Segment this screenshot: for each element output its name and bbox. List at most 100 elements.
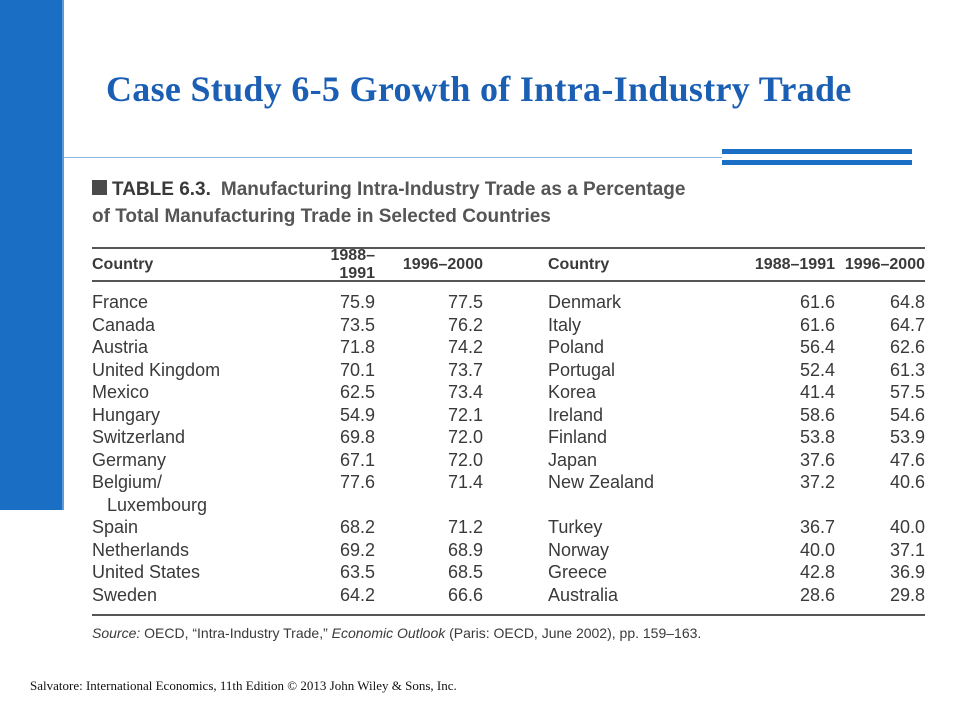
table-header-row: Country 1988–1991 1996–2000 Country 1988… (92, 246, 925, 282)
column-header: 1996–2000 (402, 255, 483, 273)
table-cell: Germany (92, 449, 167, 470)
table-cell: 73.7 (447, 359, 483, 380)
table-cell: 64.2 (339, 584, 375, 605)
table-cell: Portugal (548, 359, 616, 380)
table-cell: Netherlands (92, 539, 190, 560)
table-row: Netherlands 69.2 68.9 Norway 40.0 37.1 (92, 539, 925, 562)
table-row: Mexico 62.5 73.4 Korea 41.4 57.5 (92, 381, 925, 404)
table-cell: 71.2 (447, 517, 483, 537)
table-cell: Norway (548, 539, 610, 560)
table-cell: 41.4 (799, 382, 835, 402)
table-cell: 40.0 (799, 539, 835, 560)
source-part2: (Paris: OECD, June 2002), pp. 159–163. (445, 625, 702, 641)
slide-footer: Salvatore: International Economics, 11th… (30, 678, 457, 693)
table-cell: 54.6 (889, 404, 925, 425)
slide-title: Case Study 6-5 Growth of Intra-Industry … (106, 69, 852, 109)
table-cell: 63.5 (339, 562, 375, 582)
table-cell: 69.2 (339, 539, 375, 560)
table-source-note: Source: OECD, “Intra-Industry Trade,” Ec… (92, 625, 925, 641)
table-cell: 72.0 (447, 427, 483, 447)
table-cell: 53.9 (889, 427, 925, 447)
table-row: Switzerland 69.8 72.0 Finland 53.8 53.9 (92, 426, 925, 449)
table-cell: 57.5 (889, 382, 925, 402)
table-cell: 54.9 (339, 404, 375, 425)
column-header: Country (92, 255, 154, 273)
table-cell: 61.6 (799, 292, 835, 312)
table-row: Austria 71.8 74.2 Poland 56.4 62.6 (92, 336, 925, 359)
table-title-line1: Manufacturing Intra-Industry Trade as a … (220, 179, 686, 200)
table-cell: 70.1 (339, 359, 375, 380)
table-cell: 64.7 (889, 314, 925, 335)
table-cell (375, 494, 483, 517)
table-cell: 28.6 (799, 584, 835, 605)
source-part1: OECD, “Intra-Industry Trade,” (140, 625, 332, 641)
table-cell: 40.6 (889, 472, 925, 492)
source-prefix: Source: (92, 625, 141, 641)
table-cell: 66.6 (447, 584, 483, 605)
table-bottom-rule (92, 614, 925, 616)
table-cell: 62.5 (339, 382, 375, 402)
column-header: 1996–2000 (844, 255, 925, 273)
table-cell: 75.9 (339, 292, 375, 312)
table-cell: Finland (548, 427, 608, 447)
table-cell: United States (92, 562, 201, 582)
table-cell: 37.6 (799, 449, 835, 470)
accent-stripe-top (722, 149, 912, 154)
table-cell: 68.9 (447, 539, 483, 560)
table-cell: 71.8 (339, 337, 375, 357)
table-cell: Denmark (548, 292, 622, 312)
table-label: TABLE 6.3. (112, 179, 211, 200)
table-row: United States 63.5 68.5 Greece 42.8 36.9 (92, 561, 925, 584)
table-cell: Ireland (548, 404, 604, 425)
table-cell: 61.6 (799, 314, 835, 335)
table-cell: United Kingdom (92, 359, 221, 380)
table-row: France 75.9 77.5 Denmark 61.6 64.8 (92, 291, 925, 314)
table-row: Sweden 64.2 66.6 Australia 28.6 29.8 (92, 584, 925, 607)
table-cell: 67.1 (339, 449, 375, 470)
column-header: Country (548, 255, 610, 273)
table-cell: 68.5 (447, 562, 483, 582)
table-row: Canada 73.5 76.2 Italy 61.6 64.7 (92, 314, 925, 337)
table-cell: Canada (92, 314, 156, 335)
table-cell (483, 494, 701, 517)
table-cell: 47.6 (889, 449, 925, 470)
table-cell (296, 494, 375, 517)
table-cell: 72.0 (447, 449, 483, 470)
table-cell: Korea (548, 382, 597, 402)
table-cell: Hungary (92, 404, 161, 425)
table-cell: Turkey (548, 517, 603, 537)
table-cell (701, 494, 835, 517)
table-top-rule (92, 247, 925, 249)
table-cell: 37.2 (799, 472, 835, 492)
table-6-3: TABLE 6.3. Manufacturing Intra-Industry T… (92, 176, 925, 641)
table-row: Spain 68.2 71.2 Turkey 36.7 40.0 (92, 516, 925, 539)
table-title-line2: of Total Manufacturing Trade in Selected… (92, 206, 551, 227)
table-cell: 40.0 (889, 517, 925, 537)
column-header: 1988–1991 (330, 246, 376, 282)
table-cell: 36.7 (799, 517, 835, 537)
table-header-rule (92, 280, 925, 282)
table-cell: 56.4 (799, 337, 835, 357)
left-accent-bar-edge (62, 0, 64, 510)
table-cell: 36.9 (889, 562, 925, 582)
table-cell: Luxembourg (92, 494, 208, 515)
table-cell: New Zealand (548, 472, 655, 492)
table-cell: Poland (548, 337, 605, 357)
table-cell: Switzerland (92, 427, 186, 447)
table-row: Hungary 54.9 72.1 Ireland 58.6 54.6 (92, 404, 925, 427)
table-row: United Kingdom 70.1 73.7 Portugal 52.4 61.3 (92, 359, 925, 382)
table-caption: TABLE 6.3. Manufacturing Intra-Industry T… (92, 176, 925, 230)
source-italic: Economic Outlook (331, 625, 446, 641)
table-cell: 76.2 (447, 314, 483, 335)
table-cell: 37.1 (889, 539, 925, 560)
table-cell: 52.4 (799, 359, 835, 380)
table-cell: Australia (548, 584, 619, 605)
table-cell: 53.8 (799, 427, 835, 447)
title-divider (64, 157, 722, 158)
table-cell: Mexico (92, 382, 150, 402)
table-cell: Belgium/ (92, 472, 163, 492)
table-cell: 29.8 (889, 584, 925, 605)
table-cell: 61.3 (889, 359, 925, 380)
table-cell: 62.6 (889, 337, 925, 357)
table-cell: Austria (92, 337, 149, 357)
